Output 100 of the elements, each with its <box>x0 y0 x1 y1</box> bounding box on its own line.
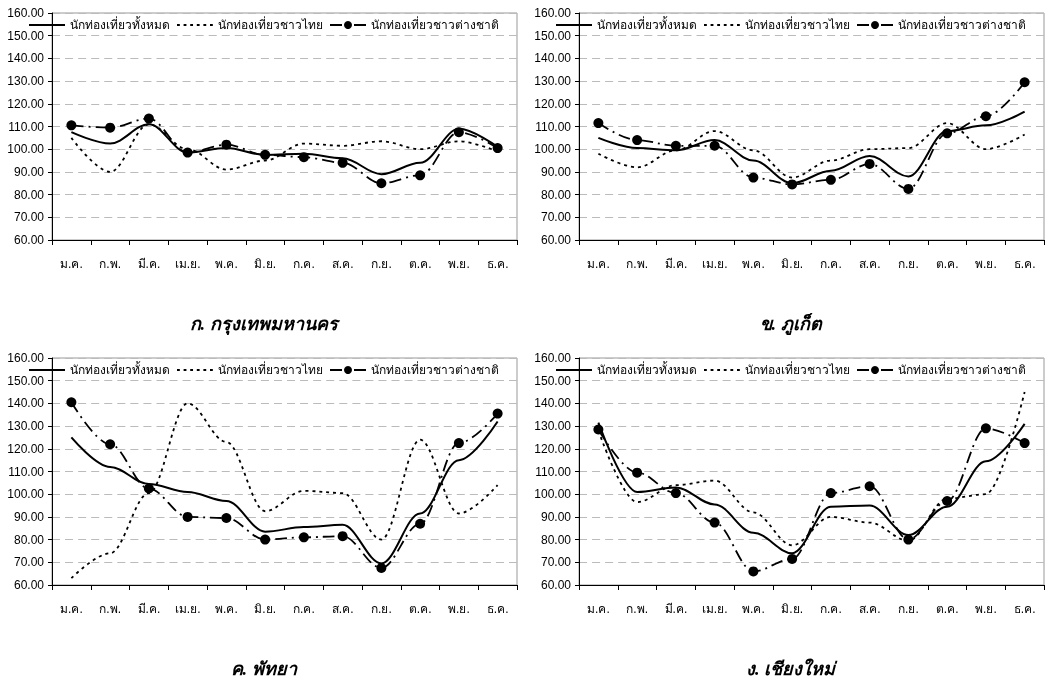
x-tick-label: ต.ค. <box>935 602 959 616</box>
legend-label: นักท่องเที่ยวชาวไทย <box>218 16 323 32</box>
x-tick-label: ธ.ค. <box>486 602 509 616</box>
legend-label: นักท่องเที่ยวชาวไทย <box>218 361 323 377</box>
x-tick-label: ม.ค. <box>60 602 83 616</box>
x-tick-label: เม.ย. <box>701 602 728 616</box>
x-tick-label: ก.พ. <box>626 257 648 271</box>
y-tick-label: 60.00 <box>540 578 572 592</box>
x-tick-label: ก.พ. <box>99 257 121 271</box>
x-tick-label: ก.ย. <box>898 257 919 271</box>
x-tick-label: ม.ค. <box>587 602 610 616</box>
point <box>1019 77 1030 88</box>
point <box>221 513 232 524</box>
y-tick-label: 150.00 <box>534 373 572 388</box>
point <box>709 517 720 528</box>
x-tick-label: พ.ย. <box>975 602 997 616</box>
x-tick-label: เม.ย. <box>174 602 201 616</box>
y-tick-label: 140.00 <box>7 51 45 66</box>
y-tick-label: 150.00 <box>534 28 572 43</box>
point <box>864 481 875 492</box>
y-tick-label: 160.00 <box>7 351 45 365</box>
point <box>825 488 836 499</box>
x-tick-label: ต.ค. <box>408 602 432 616</box>
x-tick-label: มี.ค. <box>137 257 161 271</box>
y-tick-label: 160.00 <box>534 6 572 20</box>
y-tick-label: 130.00 <box>7 74 45 89</box>
x-tick-label: พ.ย. <box>975 257 997 271</box>
point <box>105 439 116 450</box>
y-tick-label: 130.00 <box>7 419 45 434</box>
y-tick-label: 150.00 <box>7 373 45 388</box>
point <box>260 149 271 160</box>
x-tick-label: มี.ค. <box>664 602 688 616</box>
point <box>942 496 953 507</box>
y-tick-label: 110.00 <box>535 464 572 479</box>
point <box>298 532 309 543</box>
y-tick-label: 120.00 <box>7 96 45 111</box>
y-tick-label: 60.00 <box>540 233 572 247</box>
y-tick-label: 80.00 <box>540 532 572 547</box>
legend-label: นักท่องเที่ยวทั้งหมด <box>597 16 697 32</box>
x-tick-label: ม.ค. <box>60 257 83 271</box>
y-tick-label: 90.00 <box>13 509 45 524</box>
x-tick-label: ส.ค. <box>331 257 354 271</box>
x-tick-label: มี.ค. <box>137 602 161 616</box>
legend-label: นักท่องเที่ยวชาวต่างชาติ <box>898 361 1026 377</box>
x-tick-label: ก.ย. <box>371 257 392 271</box>
y-tick-label: 70.00 <box>13 210 45 225</box>
y-tick-label: 70.00 <box>13 555 45 570</box>
y-tick-label: 130.00 <box>534 74 572 89</box>
y-tick-label: 110.00 <box>8 464 45 479</box>
x-tick-label: ก.ย. <box>898 602 919 616</box>
x-tick-label: พ.ย. <box>448 602 470 616</box>
legend-label: นักท่องเที่ยวทั้งหมด <box>70 361 170 377</box>
x-tick-label: ส.ค. <box>858 257 881 271</box>
x-tick-label: ธ.ค. <box>1013 257 1036 271</box>
x-tick-label: ต.ค. <box>408 257 432 271</box>
x-tick-label: ธ.ค. <box>1013 602 1036 616</box>
point <box>415 170 426 181</box>
x-tick-label: ส.ค. <box>858 602 881 616</box>
y-tick-label: 160.00 <box>534 351 572 365</box>
y-tick-label: 120.00 <box>534 96 572 111</box>
x-tick-label: ธ.ค. <box>486 257 509 271</box>
point <box>143 483 154 494</box>
legend-label: นักท่องเที่ยวทั้งหมด <box>597 361 697 377</box>
point <box>66 120 77 131</box>
text: ง. เชียงใหม่ <box>746 658 838 679</box>
y-tick-label: 130.00 <box>534 419 572 434</box>
point <box>415 518 426 529</box>
text: ก. กรุงเทพมหานคร <box>189 314 341 336</box>
x-tick-label: ส.ค. <box>331 602 354 616</box>
point <box>66 397 77 408</box>
x-tick-label: มี.ค. <box>664 257 688 271</box>
point <box>787 179 798 190</box>
x-tick-label: มิ.ย. <box>254 257 276 271</box>
x-tick-label: พ.ค. <box>742 257 765 271</box>
x-tick-label: ก.ค. <box>293 602 315 616</box>
y-tick-label: 110.00 <box>535 119 572 134</box>
x-tick-label: ม.ค. <box>587 257 610 271</box>
x-tick-label: มิ.ย. <box>254 602 276 616</box>
y-tick-label: 100.00 <box>7 487 45 502</box>
x-tick-label: ก.ย. <box>371 602 392 616</box>
y-tick-label: 140.00 <box>534 51 572 66</box>
x-tick-label: ก.พ. <box>99 602 121 616</box>
point <box>670 488 681 499</box>
y-tick-label: 70.00 <box>540 555 572 570</box>
point <box>182 147 193 158</box>
y-tick-label: 150.00 <box>7 28 45 43</box>
y-tick-label: 140.00 <box>534 396 572 411</box>
y-tick-label: 120.00 <box>7 441 45 456</box>
point <box>376 178 387 189</box>
point <box>453 438 464 449</box>
point <box>980 423 991 434</box>
x-tick-label: พ.ย. <box>448 257 470 271</box>
x-tick-label: ก.ค. <box>820 257 842 271</box>
point <box>453 127 464 138</box>
y-tick-label: 120.00 <box>534 441 572 456</box>
point <box>864 158 875 169</box>
point <box>298 152 309 163</box>
point <box>942 128 953 139</box>
point <box>182 511 193 522</box>
y-tick-label: 100.00 <box>534 487 572 502</box>
